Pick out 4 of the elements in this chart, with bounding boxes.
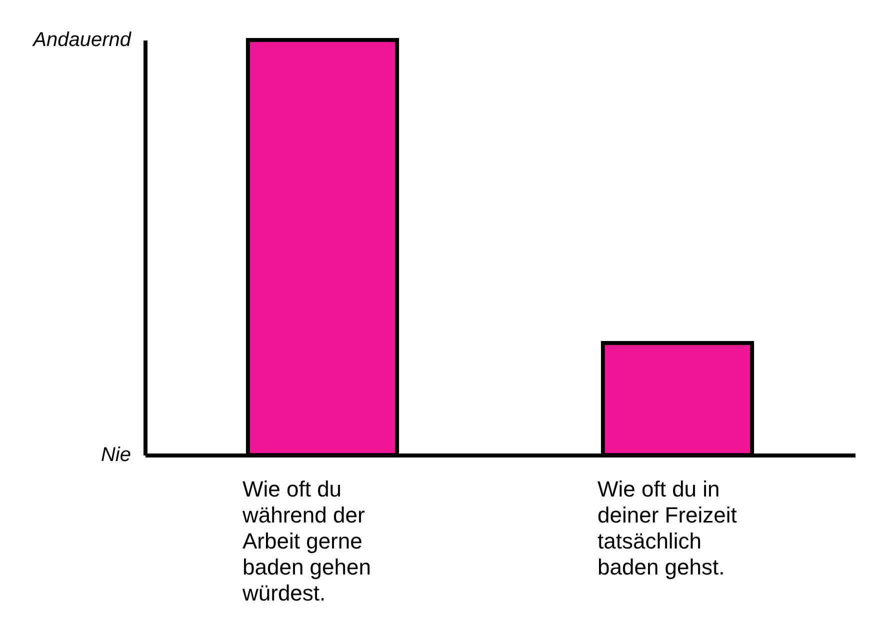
text: Andauernd <box>32 29 132 51</box>
x-tick-label: Wie oft du während der Arbeit gerne baden gehen würdest. <box>242 476 371 606</box>
text: Nie <box>100 444 131 466</box>
x-tick-label: Wie oft du in deiner Freizeit tatsächlich baden gehst. <box>598 476 737 580</box>
